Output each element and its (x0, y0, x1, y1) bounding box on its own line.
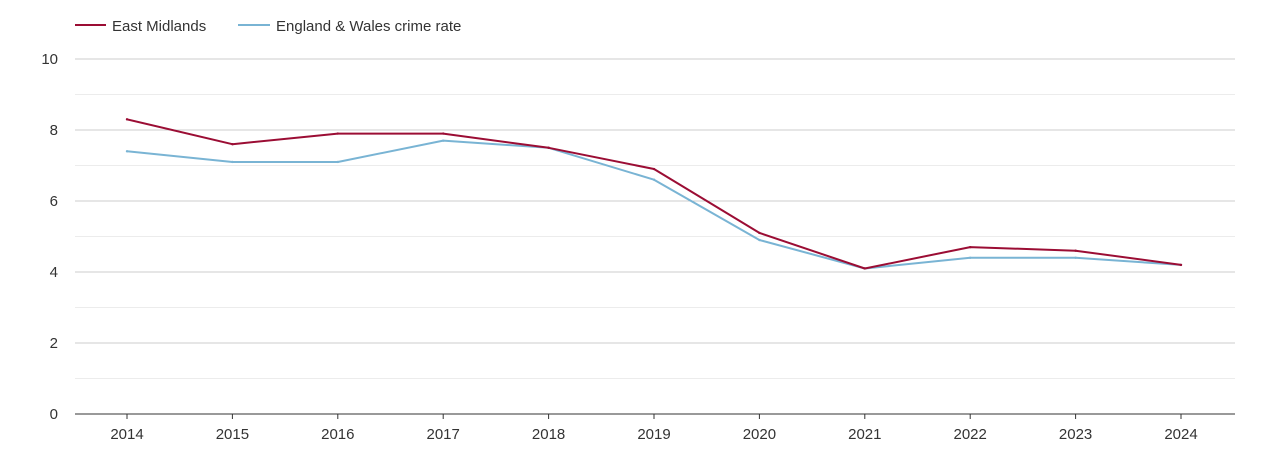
grid (75, 58, 1235, 379)
legend-label-england-wales: England & Wales crime rate (276, 18, 461, 35)
x-tick-label: 2019 (637, 426, 670, 443)
y-tick-label: 4 (50, 264, 58, 281)
data-point (547, 146, 550, 149)
x-tick-label: 2016 (321, 426, 354, 443)
x-tick-label: 2020 (743, 426, 776, 443)
data-point (442, 132, 445, 135)
x-tick-label: 2017 (427, 426, 460, 443)
data-point (758, 238, 761, 242)
y-tick-label: 6 (50, 193, 58, 210)
legend-label-east-midlands: East Midlands (112, 18, 206, 35)
data-point (1074, 256, 1077, 259)
y-tick-label: 0 (50, 406, 58, 423)
x-tick-label: 2023 (1059, 426, 1092, 443)
x-tick-label: 2018 (532, 426, 565, 443)
data-point (969, 256, 972, 259)
data-point (969, 245, 972, 249)
legend-item-east-midlands[interactable]: East Midlands (75, 18, 206, 35)
x-tick-label: 2021 (848, 426, 881, 443)
series (125, 118, 1183, 270)
data-point (1074, 249, 1077, 252)
data-point (231, 160, 234, 164)
data-point (125, 150, 129, 153)
x-tick-label: 2022 (954, 426, 987, 443)
y-tick-label: 8 (50, 122, 58, 139)
data-point (336, 160, 339, 164)
data-point (442, 139, 445, 142)
data-point (652, 178, 656, 181)
data-point (652, 167, 656, 171)
x-tick-label: 2015 (216, 426, 249, 443)
x-tick-label: 2014 (110, 426, 143, 443)
y-tick-label: 2 (50, 335, 58, 352)
data-point (125, 118, 129, 121)
data-point (758, 231, 761, 235)
legend-item-england-wales[interactable]: England & Wales crime rate (238, 18, 461, 35)
series-line-east-midlands (126, 118, 1182, 270)
data-point (1179, 263, 1183, 267)
y-tick-label: 10 (41, 51, 58, 68)
legend: East Midlands England & Wales crime rate (75, 18, 461, 35)
data-point (336, 132, 339, 135)
data-point (231, 143, 234, 146)
data-point (863, 267, 866, 270)
x-tick-label: 2024 (1164, 426, 1197, 443)
axes: 0 2 4 6 8 10 2014 2015 2016 2017 2018 2019 2020 2021 2… (41, 51, 1235, 443)
